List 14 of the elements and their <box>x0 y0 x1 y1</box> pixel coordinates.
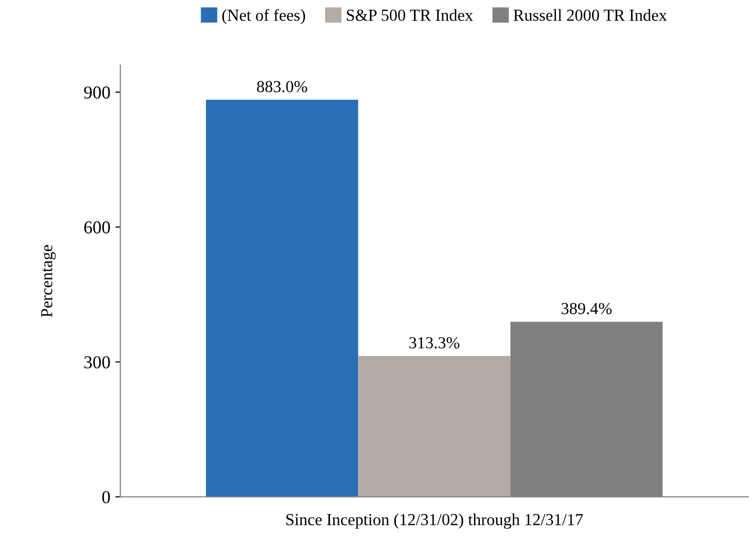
data-label: 883.0% <box>257 80 308 92</box>
bar <box>358 356 510 497</box>
data-label: 389.4% <box>562 302 612 314</box>
data-label: 313.3% <box>409 337 460 348</box>
y-axis-title: Percentage <box>41 245 56 318</box>
x-tick-label: Since Inception (12/31/02) through 12/31/17 <box>286 514 583 529</box>
legend-label: Russell 2000 TR Index <box>514 9 667 21</box>
y-tick-label: 300 <box>84 356 110 368</box>
legend-label: S&P 500 TR Index <box>346 9 473 21</box>
y-tick-label: 600 <box>84 221 110 234</box>
y-tick-label: 0 <box>102 491 110 504</box>
legend-label: (Net of fees) <box>222 8 306 24</box>
bar <box>206 100 358 497</box>
y-tick-label: 900 <box>84 86 110 99</box>
